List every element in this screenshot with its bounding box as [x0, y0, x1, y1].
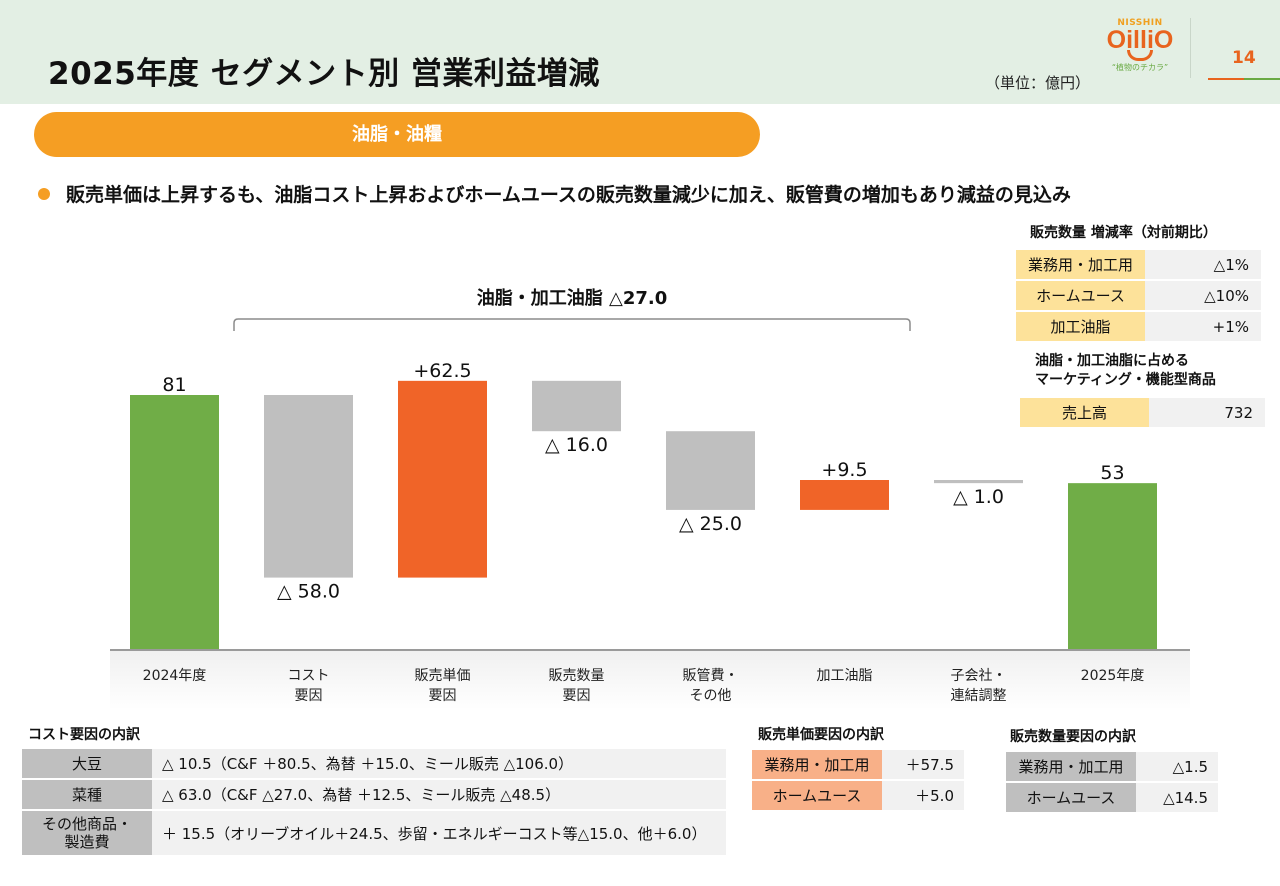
data-label: △ 16.0: [545, 434, 608, 456]
summary-text: 販売単価は上昇するも、油脂コスト上昇およびホームユースの販売数量減少に加え、販管…: [66, 184, 1071, 206]
logo-nisshin-text: NISSHIN: [1117, 18, 1163, 28]
x-tick-label: 2025年度: [1081, 668, 1145, 684]
table-row: ホームユース △14.5: [1006, 782, 1218, 814]
page-title: 2025年度 セグメント別 営業利益増減: [48, 56, 600, 92]
cost-label: その他商品・ 製造費: [22, 810, 152, 857]
bar-increase: [800, 480, 889, 510]
volume-breakdown-title: 販売数量要因の内訳: [1010, 729, 1136, 745]
cost-value: △ 63.0（C&F △27.0、為替 ＋12.5、ミール販売 △48.5）: [152, 779, 726, 811]
price-label: 業務用・加工用: [752, 750, 882, 781]
logo-tagline: “植物のチカラ”: [1111, 63, 1169, 72]
x-axis-band: [110, 650, 1190, 710]
bracket: [233, 318, 911, 331]
cost-label-line1: その他商品・: [41, 815, 132, 833]
marketing-label: 売上高: [1020, 398, 1149, 429]
unit-label: （単位：億円）: [985, 74, 1091, 92]
segment-label: 油脂・油糧: [352, 124, 442, 145]
cost-label: 菜種: [22, 779, 152, 811]
volume-value: △1.5: [1136, 752, 1218, 783]
table-row: 業務用・加工用 △1%: [1016, 250, 1261, 281]
volume-rate-label: 加工油脂: [1016, 311, 1145, 343]
volume-rate-table: 業務用・加工用 △1% ホームユース △10% 加工油脂 +1%: [1016, 250, 1261, 343]
summary-bullet: 販売単価は上昇するも、油脂コスト上昇およびホームユースの販売数量減少に加え、販管…: [38, 180, 1071, 207]
volume-rate-value: △10%: [1145, 280, 1261, 312]
table-row: ホームユース △10%: [1016, 280, 1261, 312]
cost-label: 大豆: [22, 749, 152, 780]
data-label: +62.5: [413, 360, 471, 382]
cost-breakdown-table: 大豆 △ 10.5（C&F ＋80.5、為替 ＋15.0、ミール販売 △106.0…: [22, 749, 726, 857]
cost-breakdown-title: コスト要因の内訳: [28, 727, 140, 743]
bar-decrease: [532, 380, 621, 432]
table-row: その他商品・ 製造費＋ 15.5（オリーブオイル＋24.5、歩留・エネルギーコスト…: [22, 810, 726, 857]
marketing-title-line1: 油脂・加工油脂に占める: [1035, 353, 1189, 369]
x-tick-label: 要因: [295, 688, 323, 704]
data-label: +9.5: [821, 459, 867, 481]
x-tick-label: 販売単価: [415, 668, 471, 684]
price-value: ＋5.0: [882, 780, 964, 812]
page-number: 14: [1232, 48, 1256, 68]
x-tick-label: 2024年度: [143, 668, 207, 684]
price-breakdown-title: 販売単価要因の内訳: [758, 727, 884, 743]
logo-smile-icon: [1127, 50, 1153, 61]
data-label: △ 1.0: [953, 486, 1004, 508]
page-number-underline: [1208, 78, 1280, 80]
table-row: 菜種 △ 63.0（C&F △27.0、為替 ＋12.5、ミール販売 △48.5）: [22, 779, 726, 811]
x-tick-label: コスト: [288, 668, 330, 684]
cost-value: △ 10.5（C&F ＋80.5、為替 ＋15.0、ミール販売 △106.0）: [152, 749, 726, 780]
x-tick-label: 要因: [563, 688, 591, 704]
cost-label-line2: 製造費: [64, 833, 110, 851]
bar-decrease: [666, 431, 755, 510]
table-row: 業務用・加工用 △1.5: [1006, 752, 1218, 783]
price-value: ＋57.5: [882, 750, 964, 781]
x-tick-label: 子会社・: [951, 668, 1007, 684]
data-label: △ 25.0: [679, 513, 742, 535]
volume-label: 業務用・加工用: [1006, 752, 1136, 783]
x-tick-label: 販管費・: [683, 668, 739, 684]
table-row: 加工油脂 +1%: [1016, 311, 1261, 343]
x-tick-label: 販売数量: [549, 668, 605, 684]
table-row: 業務用・加工用 ＋57.5: [752, 750, 964, 781]
x-tick-label: その他: [690, 688, 732, 704]
data-label: 53: [1100, 462, 1124, 484]
volume-rate-label: 業務用・加工用: [1016, 250, 1145, 281]
x-tick-label: 加工油脂: [817, 668, 873, 684]
bracket-label: 油脂・加工油脂 △27.0: [477, 287, 668, 309]
marketing-title-line2: マーケティング・機能型商品: [1035, 372, 1216, 388]
volume-rate-value: △1%: [1145, 250, 1261, 281]
x-tick-label: 連結調整: [951, 688, 1007, 704]
marketing-value: 732: [1149, 398, 1265, 429]
volume-value: △14.5: [1136, 782, 1218, 814]
volume-rate-label: ホームユース: [1016, 280, 1145, 312]
price-breakdown-table: 業務用・加工用 ＋57.5 ホームユース ＋5.0: [752, 750, 964, 812]
table-row: 売上高 732: [1020, 398, 1265, 429]
volume-label: ホームユース: [1006, 782, 1136, 814]
volume-rate-value: +1%: [1145, 311, 1261, 343]
segment-banner: 油脂・油糧: [34, 112, 760, 157]
table-row: ホームユース ＋5.0: [752, 780, 964, 812]
data-label: 81: [162, 374, 186, 396]
marketing-title: 油脂・加工油脂に占める マーケティング・機能型商品: [1035, 352, 1216, 390]
bullet-dot-icon: [38, 187, 50, 200]
x-tick-label: 要因: [429, 688, 457, 704]
company-logo: NISSHIN OilliO “植物のチカラ”: [1100, 18, 1180, 82]
bar-total: [1068, 483, 1157, 650]
table-row: 大豆 △ 10.5（C&F ＋80.5、為替 ＋15.0、ミール販売 △106.0…: [22, 749, 726, 780]
bar-total: [130, 395, 219, 650]
data-label: △ 58.0: [277, 581, 340, 603]
bar-decrease: [934, 480, 1023, 484]
header-band: [0, 0, 1280, 104]
bar-increase: [398, 380, 487, 578]
cost-value: ＋ 15.5（オリーブオイル＋24.5、歩留・エネルギーコスト等△15.0、他＋…: [152, 810, 726, 857]
bar-decrease: [264, 395, 353, 578]
price-label: ホームユース: [752, 780, 882, 812]
header-divider: [1190, 18, 1191, 78]
logo-brand-text: OilliO: [1106, 26, 1174, 54]
volume-rate-title: 販売数量 増減率（対前期比）: [1030, 225, 1217, 241]
marketing-table: 売上高 732: [1020, 398, 1265, 429]
volume-breakdown-table: 業務用・加工用 △1.5 ホームユース △14.5: [1006, 752, 1218, 814]
